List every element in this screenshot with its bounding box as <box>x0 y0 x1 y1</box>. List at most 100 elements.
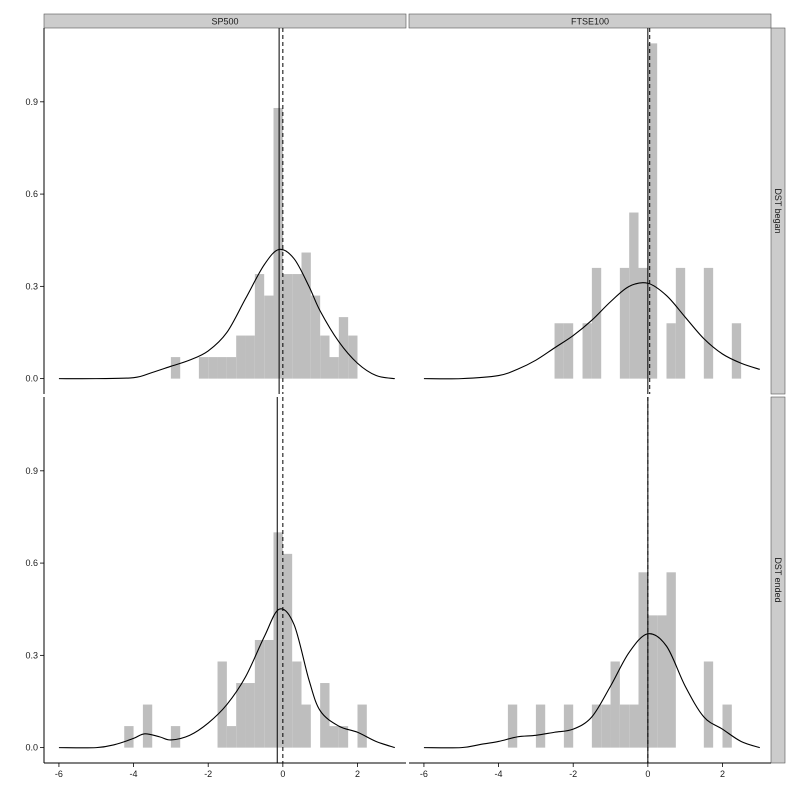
strip-label-ftse100: FTSE100 <box>571 17 609 27</box>
y-axis-dst-ended: 0.0 0.3 0.6 0.9 <box>25 397 45 763</box>
histogram-bar <box>329 726 339 748</box>
y-tick-label: 0.3 <box>25 281 38 291</box>
y-tick-label: 0.9 <box>25 97 38 107</box>
density-curve <box>58 248 395 380</box>
histogram-bar <box>629 704 639 748</box>
histogram-bar <box>629 212 639 379</box>
histogram-bar <box>619 267 630 379</box>
histogram-bar <box>591 704 602 748</box>
row-strips: DST began DST ended <box>770 27 786 764</box>
histogram-bar <box>292 661 302 748</box>
histogram-bar <box>226 357 237 379</box>
x-axis-ftse100: -6 -4 -2 0 2 <box>409 762 771 779</box>
histogram-bar <box>170 726 181 748</box>
histogram-bar <box>563 323 574 379</box>
histogram-bar <box>591 267 602 379</box>
x-tick-label: 0 <box>645 769 650 779</box>
histogram-bar <box>208 357 218 379</box>
y-tick-label: 0.6 <box>25 189 38 199</box>
x-tick-label: -2 <box>569 769 577 779</box>
histogram-bar <box>338 726 349 748</box>
histogram-bar <box>638 572 648 748</box>
histogram-bar <box>264 295 274 379</box>
histogram-bar <box>142 704 153 748</box>
y-tick-label: 0.0 <box>25 374 38 384</box>
histogram-bar <box>666 572 676 748</box>
strip-dst-began: DST began <box>770 27 786 395</box>
histogram-bar <box>310 295 321 379</box>
histogram-bar <box>320 683 330 748</box>
histogram-bar <box>301 704 311 748</box>
histogram-bar <box>245 335 255 379</box>
x-axis-sp500: -6 -4 -2 0 2 <box>44 762 406 779</box>
histogram-bar <box>217 661 227 748</box>
strip-sp500: SP500 <box>43 13 407 29</box>
histogram-bar <box>610 661 620 748</box>
histogram-bar <box>245 683 255 748</box>
histogram-bar <box>647 43 658 379</box>
x-tick-label: -6 <box>55 769 63 779</box>
panel-ftse100-dst-ended <box>423 397 760 763</box>
histogram-bar <box>301 252 311 379</box>
histogram-bar <box>254 274 265 379</box>
histogram-bar <box>236 683 246 748</box>
histogram-bar <box>535 704 546 748</box>
histogram-bar <box>348 335 358 379</box>
histogram-bar <box>675 267 686 379</box>
histogram-bar <box>638 267 648 379</box>
histogram-bar <box>226 726 237 748</box>
histogram-bar <box>563 704 574 748</box>
y-tick-label: 0.6 <box>25 558 38 568</box>
histogram-bar <box>198 357 209 379</box>
panel-ftse100-dst-began <box>423 28 760 394</box>
x-tick-label: -2 <box>204 769 212 779</box>
strip-label-sp500: SP500 <box>211 17 238 27</box>
y-tick-label: 0.0 <box>25 743 38 753</box>
histogram-bar <box>657 615 667 748</box>
strip-label-dst-began: DST began <box>773 188 783 233</box>
x-tick-label: 2 <box>355 769 360 779</box>
column-strips: SP500 FTSE100 <box>43 13 772 29</box>
strip-ftse100: FTSE100 <box>408 13 772 29</box>
histogram-bar <box>124 726 134 748</box>
panel-sp500-dst-ended <box>58 397 395 763</box>
x-tick-label: -4 <box>130 769 138 779</box>
histogram-bar <box>273 107 283 379</box>
histogram-bar <box>357 704 367 748</box>
histogram-bar <box>236 335 246 379</box>
density-curve <box>423 282 760 380</box>
strip-dst-ended: DST ended <box>770 396 786 764</box>
histogram-bar <box>703 661 714 748</box>
x-tick-label: -4 <box>495 769 503 779</box>
histogram-bar <box>254 639 265 748</box>
histogram-bar <box>264 639 274 748</box>
histogram-bar <box>666 323 676 379</box>
x-tick-label: 2 <box>720 769 725 779</box>
y-tick-label: 0.3 <box>25 650 38 660</box>
histogram-bar <box>292 274 302 379</box>
histogram-bar <box>619 704 630 748</box>
histogram-bar <box>731 323 742 379</box>
histogram-bar <box>217 357 227 379</box>
histogram-bar <box>320 335 330 379</box>
y-axis-dst-began: 0.0 0.3 0.6 0.9 <box>25 28 45 394</box>
density-curve <box>58 608 395 749</box>
x-tick-label: 0 <box>280 769 285 779</box>
histogram-bar <box>601 704 611 748</box>
axes: 0.0 0.3 0.6 0.9 0.0 0.3 0.6 0.9 -6 -4 -2 0 2 -6 -4 -2 0 2 <box>25 28 771 779</box>
histogram-bar <box>329 357 339 379</box>
histogram-bar <box>507 704 518 748</box>
panels <box>58 28 760 763</box>
histogram-bar <box>554 323 564 379</box>
histogram-bar <box>582 323 592 379</box>
histogram-bar <box>273 532 283 748</box>
histogram-bar <box>703 267 714 379</box>
y-tick-label: 0.9 <box>25 466 38 476</box>
histogram-bar <box>722 704 732 748</box>
histogram-bar <box>170 357 181 379</box>
histogram-bar <box>282 553 293 748</box>
histogram-bar <box>647 615 658 748</box>
panel-sp500-dst-began <box>58 28 395 394</box>
strip-label-dst-ended: DST ended <box>773 557 783 602</box>
